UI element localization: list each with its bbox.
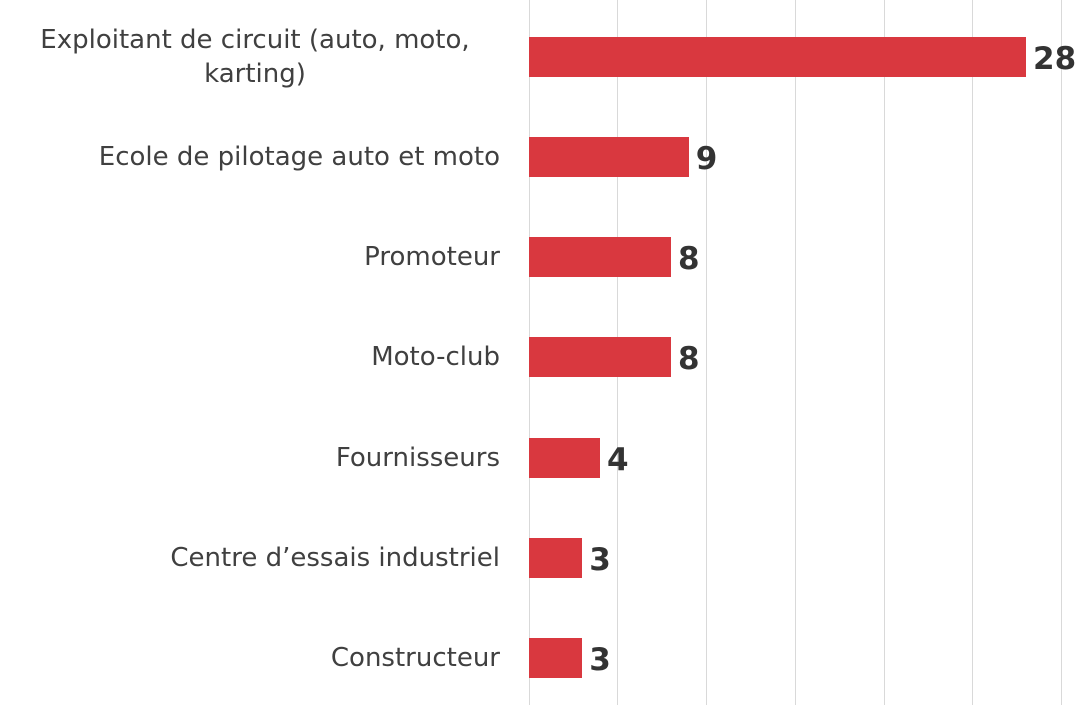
category-label: Fournisseurs <box>335 442 500 473</box>
grid-line <box>794 0 796 705</box>
grid-line <box>1061 0 1062 705</box>
value-label: 8 <box>678 241 700 278</box>
category-label-box: Moto-club <box>10 312 500 402</box>
bar <box>529 337 671 378</box>
category-label-box: Constructeur <box>10 613 500 703</box>
category-label: Constructeur <box>330 643 500 674</box>
bar <box>529 36 1026 77</box>
grid-line <box>883 0 885 705</box>
category-label: Ecole de pilotage auto et moto <box>98 141 500 172</box>
category-label-box: Exploitant de circuit (auto, moto, karti… <box>10 12 500 102</box>
bar <box>529 538 583 578</box>
category-label: Exploitant de circuit (auto, moto, karti… <box>40 24 470 89</box>
category-label: Centre d’essais industriel <box>170 543 500 573</box>
bar <box>529 437 600 478</box>
category-label-box: Ecole de pilotage auto et moto <box>10 112 500 202</box>
value-label: 28 <box>1033 40 1077 77</box>
bar <box>529 638 583 679</box>
bar <box>529 237 671 278</box>
bar <box>529 136 689 177</box>
value-label: 4 <box>607 441 629 478</box>
category-label: Promoteur <box>364 242 500 273</box>
category-label-box: Centre d’essais industriel <box>10 513 500 603</box>
value-label: 8 <box>678 341 700 378</box>
category-label-box: Promoteur <box>10 212 500 302</box>
value-label: 3 <box>589 542 611 578</box>
value-label: 9 <box>695 140 718 177</box>
grid-line <box>972 0 974 705</box>
category-label-box: Fournisseurs <box>10 413 500 503</box>
grid-line <box>706 0 707 705</box>
value-label: 3 <box>589 642 611 679</box>
category-label: Moto-club <box>371 342 500 373</box>
